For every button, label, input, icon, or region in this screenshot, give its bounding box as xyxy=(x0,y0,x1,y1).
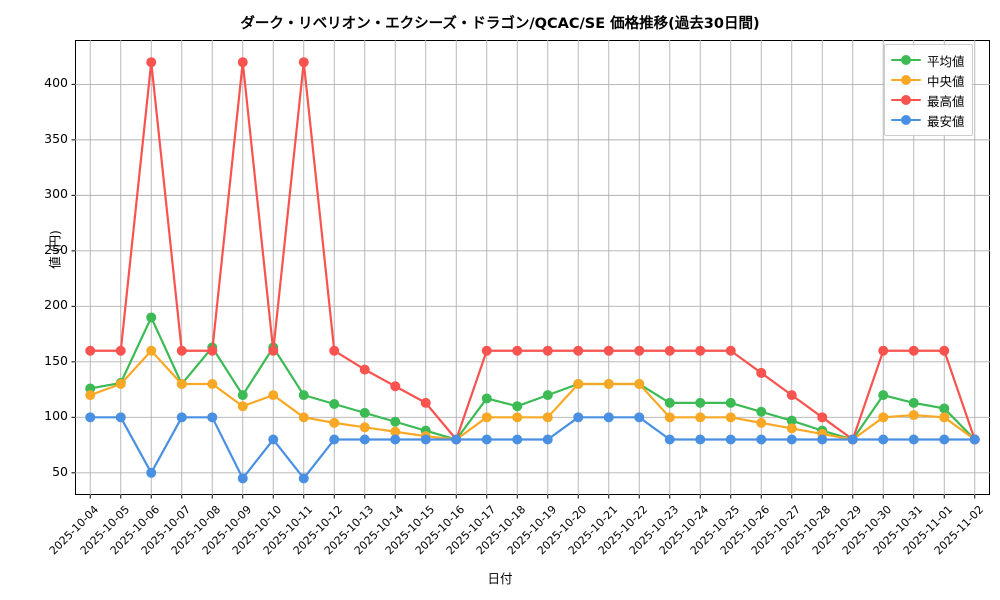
legend-item-最高値: 最高値 xyxy=(891,90,965,110)
legend-swatch-icon xyxy=(891,93,921,107)
y-tick-label: 300 xyxy=(44,186,68,202)
legend-label: 最安値 xyxy=(927,113,965,129)
legend-label: 平均値 xyxy=(927,53,965,69)
y-axis-label: 値 (円) xyxy=(47,230,63,269)
chart-legend: 平均値中央値最高値最安値 xyxy=(884,44,973,136)
legend-swatch-icon xyxy=(891,73,921,87)
legend-label: 中央値 xyxy=(927,73,965,89)
y-tick-label: 150 xyxy=(44,352,68,368)
legend-swatch-icon xyxy=(891,53,921,67)
y-tick-label: 200 xyxy=(44,297,68,313)
y-tick-label: 250 xyxy=(44,241,68,257)
chart-title: ダーク・リベリオン・エクシーズ・ドラゴン/QCAC/SE 価格推移(過去30日間… xyxy=(240,16,760,32)
legend-label: 最高値 xyxy=(927,93,965,109)
legend-item-中央値: 中央値 xyxy=(891,70,965,90)
plot-area xyxy=(75,40,990,495)
y-tick-label: 50 xyxy=(52,463,68,479)
y-tick-label: 350 xyxy=(44,130,68,146)
legend-item-最安値: 最安値 xyxy=(891,110,965,130)
legend-item-平均値: 平均値 xyxy=(891,50,965,70)
legend-swatch-icon xyxy=(891,113,921,127)
x-axis-label: 日付 xyxy=(487,571,513,586)
y-tick-label: 100 xyxy=(44,408,68,424)
y-tick-label: 400 xyxy=(44,75,68,91)
